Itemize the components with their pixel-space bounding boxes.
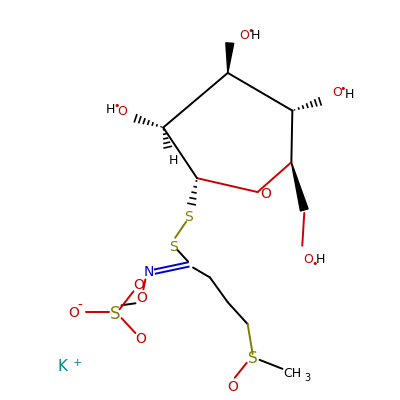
Text: S: S (248, 351, 258, 366)
Polygon shape (291, 162, 308, 211)
Text: O: O (332, 86, 342, 99)
Text: •: • (340, 84, 346, 94)
Text: O: O (68, 306, 79, 320)
Text: O: O (118, 105, 128, 118)
Text: O: O (240, 29, 250, 42)
Text: H: H (251, 29, 260, 42)
Text: CH: CH (283, 367, 302, 380)
Text: H: H (316, 253, 325, 266)
Text: O: O (135, 332, 146, 346)
Text: •: • (247, 26, 254, 36)
Text: H: H (168, 154, 178, 167)
Text: •: • (311, 258, 318, 268)
Text: S: S (110, 305, 121, 323)
Text: 3: 3 (304, 373, 310, 383)
Text: +: + (73, 358, 82, 368)
Text: O: O (227, 380, 238, 394)
Text: -: - (78, 299, 82, 313)
Text: N: N (143, 266, 154, 280)
Text: O: O (136, 291, 147, 305)
Text: O: O (260, 187, 271, 201)
Text: O: O (303, 253, 313, 266)
Text: H: H (106, 103, 115, 116)
Text: •: • (113, 101, 120, 111)
Text: S: S (169, 240, 178, 254)
Text: K: K (58, 359, 68, 374)
Text: O: O (133, 278, 144, 292)
Polygon shape (226, 43, 234, 73)
Text: S: S (184, 210, 192, 224)
Text: H: H (344, 88, 354, 101)
